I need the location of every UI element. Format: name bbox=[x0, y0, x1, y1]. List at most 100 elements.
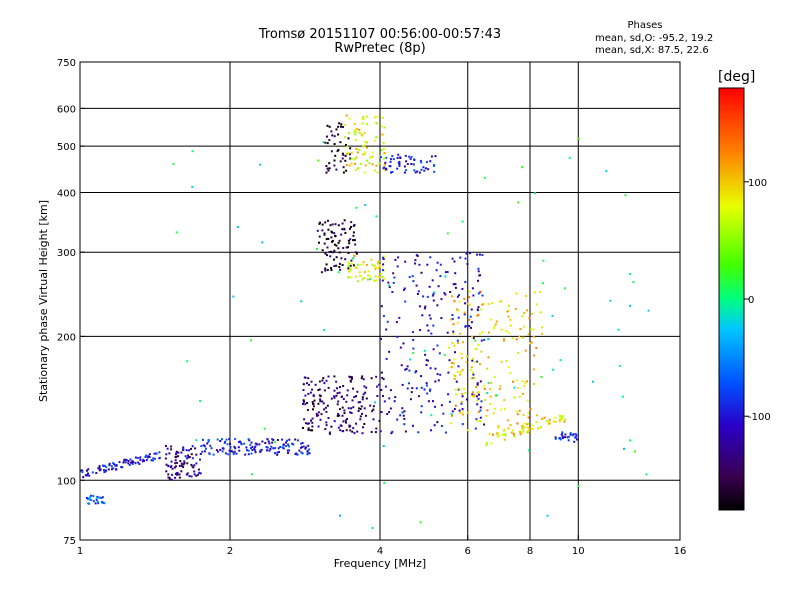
data-point bbox=[495, 394, 498, 397]
data-point bbox=[170, 460, 173, 463]
data-point bbox=[194, 447, 197, 450]
data-point bbox=[324, 141, 327, 144]
data-point bbox=[439, 275, 442, 278]
data-point bbox=[326, 167, 329, 170]
data-point bbox=[526, 399, 529, 402]
data-point bbox=[398, 163, 401, 166]
data-point bbox=[352, 406, 355, 409]
data-point bbox=[559, 438, 562, 441]
data-point bbox=[306, 409, 309, 411]
data-point bbox=[175, 465, 177, 468]
data-point bbox=[349, 147, 352, 150]
x-tick-label: 16 bbox=[674, 546, 687, 557]
data-point bbox=[334, 234, 336, 237]
data-point bbox=[523, 426, 526, 429]
data-point bbox=[308, 448, 311, 451]
data-point bbox=[348, 242, 351, 245]
data-point bbox=[374, 275, 377, 278]
data-point bbox=[166, 447, 169, 450]
data-point bbox=[389, 389, 392, 392]
data-point bbox=[501, 433, 504, 436]
data-point bbox=[453, 260, 456, 263]
data-point bbox=[429, 160, 432, 163]
data-point bbox=[341, 157, 344, 160]
data-point bbox=[310, 419, 312, 422]
x-tick-label: 6 bbox=[465, 546, 471, 557]
data-point bbox=[238, 449, 241, 452]
data-point bbox=[356, 280, 359, 283]
data-point bbox=[354, 133, 357, 136]
data-point bbox=[516, 422, 519, 425]
data-point bbox=[466, 302, 469, 305]
y-axis-label: Stationary phase Virtual Height [km] bbox=[37, 200, 50, 402]
data-point bbox=[475, 418, 478, 421]
data-point bbox=[303, 418, 306, 421]
data-point bbox=[167, 465, 170, 468]
data-point bbox=[326, 135, 328, 138]
data-point bbox=[296, 453, 299, 456]
data-point bbox=[337, 400, 340, 403]
data-point bbox=[317, 414, 320, 417]
data-point bbox=[168, 476, 171, 479]
data-point bbox=[95, 497, 98, 500]
data-point bbox=[476, 399, 479, 402]
data-point bbox=[187, 454, 190, 457]
data-point bbox=[522, 336, 525, 339]
data-point bbox=[232, 451, 235, 454]
data-point bbox=[403, 165, 406, 168]
data-point bbox=[186, 457, 189, 460]
data-point bbox=[496, 426, 499, 429]
data-point bbox=[377, 267, 380, 270]
data-point bbox=[415, 284, 418, 287]
data-point bbox=[357, 401, 360, 404]
data-point bbox=[388, 411, 391, 413]
data-point bbox=[380, 389, 383, 391]
data-point bbox=[349, 238, 352, 241]
data-point bbox=[403, 417, 406, 420]
data-point bbox=[415, 370, 418, 373]
data-point bbox=[171, 473, 173, 476]
data-point bbox=[412, 163, 415, 166]
data-point bbox=[368, 278, 371, 281]
data-point bbox=[420, 386, 423, 389]
data-point bbox=[426, 263, 429, 266]
data-point bbox=[443, 292, 446, 294]
data-point bbox=[97, 467, 100, 470]
data-point bbox=[412, 338, 415, 341]
data-point bbox=[337, 412, 340, 415]
data-point bbox=[397, 256, 400, 259]
data-point bbox=[454, 388, 457, 391]
data-point bbox=[333, 232, 336, 235]
data-point bbox=[380, 156, 382, 158]
data-point bbox=[432, 324, 435, 327]
data-point bbox=[337, 426, 340, 429]
data-point bbox=[233, 445, 236, 448]
data-point bbox=[276, 439, 279, 441]
data-point bbox=[522, 393, 525, 395]
y-tick-label: 300 bbox=[57, 248, 76, 259]
data-point bbox=[221, 450, 224, 453]
data-point bbox=[567, 439, 570, 442]
data-point bbox=[363, 407, 366, 410]
data-point bbox=[448, 359, 451, 362]
data-point bbox=[132, 460, 135, 463]
data-point bbox=[382, 255, 385, 258]
data-point bbox=[254, 445, 257, 448]
data-point bbox=[374, 169, 376, 172]
data-point bbox=[434, 367, 437, 370]
data-point bbox=[492, 433, 494, 436]
data-point bbox=[367, 270, 370, 273]
data-point bbox=[413, 158, 416, 161]
data-point bbox=[105, 469, 108, 472]
data-point bbox=[425, 382, 428, 385]
data-point bbox=[454, 375, 457, 378]
data-point bbox=[412, 280, 415, 283]
data-point bbox=[353, 122, 356, 125]
data-point bbox=[228, 449, 231, 452]
data-point bbox=[503, 438, 506, 441]
data-point bbox=[349, 157, 352, 160]
y-tick-label: 600 bbox=[57, 104, 76, 115]
data-point bbox=[551, 314, 554, 317]
data-point bbox=[472, 391, 474, 394]
